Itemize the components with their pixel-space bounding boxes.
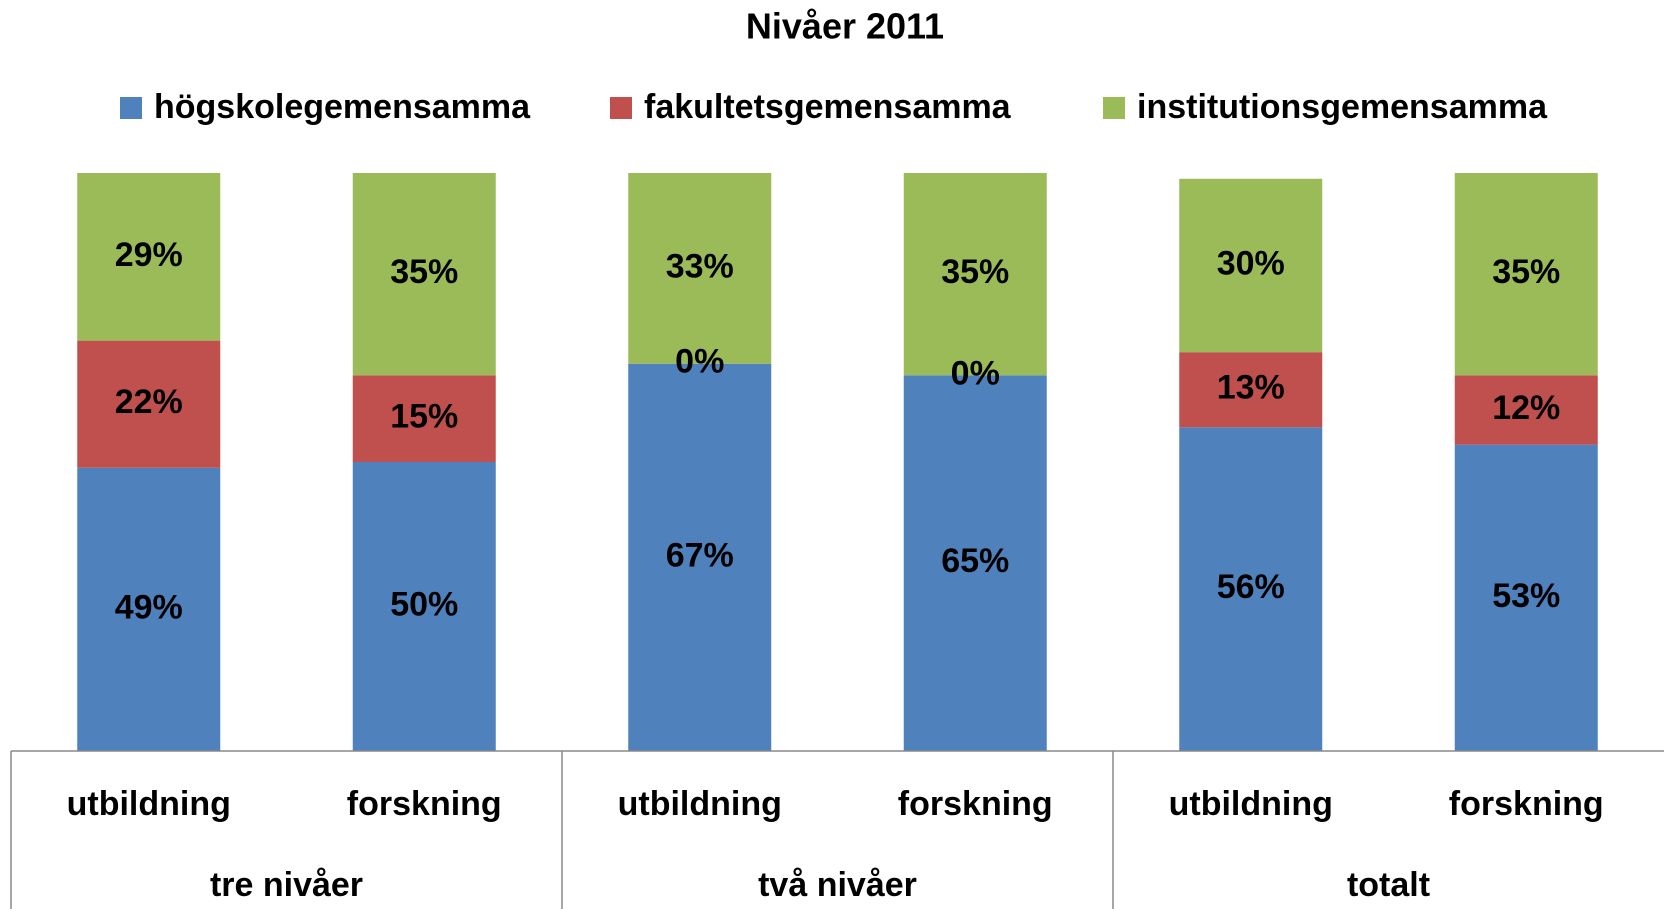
- data-label: 22%: [115, 383, 183, 421]
- data-label: 0%: [951, 354, 1000, 392]
- x-tick-label: utbildning: [1169, 785, 1333, 823]
- bar-segment: [77, 173, 221, 341]
- data-label: 35%: [941, 253, 1009, 291]
- bar-segment: [903, 173, 1047, 376]
- bar-segment: [903, 375, 1047, 751]
- bar-segment: [1454, 375, 1598, 445]
- bar-segment: [77, 467, 221, 751]
- bar-segment: [1454, 444, 1598, 751]
- bar-segment: [77, 340, 221, 468]
- data-label: 30%: [1217, 244, 1285, 282]
- data-label: 35%: [1492, 253, 1560, 291]
- data-label: 53%: [1492, 577, 1560, 615]
- data-label: 0%: [675, 343, 724, 381]
- x-tick-label: utbildning: [67, 785, 231, 823]
- bar-segment: [1179, 427, 1323, 751]
- bar-segment: [352, 173, 496, 376]
- bar-segment: [352, 462, 496, 751]
- group-label: totalt: [1347, 866, 1430, 904]
- legend-label: institutionsgemensamma: [1137, 88, 1548, 126]
- data-label: 65%: [941, 542, 1009, 580]
- data-label: 12%: [1492, 389, 1560, 427]
- x-tick-label: forskning: [1449, 785, 1604, 823]
- bar-segment: [1454, 173, 1598, 376]
- legend-label: högskolegemensamma: [154, 88, 531, 126]
- group-label: två nivåer: [758, 866, 917, 904]
- data-label: 15%: [390, 398, 458, 436]
- chart-title: Nivåer 2011: [746, 6, 944, 47]
- data-label: 29%: [115, 236, 183, 274]
- bar-segment: [1179, 352, 1323, 428]
- bar-segment: [628, 173, 772, 364]
- bar-segment: [352, 375, 496, 462]
- x-tick-label: forskning: [347, 785, 502, 823]
- data-label: 13%: [1217, 369, 1285, 407]
- legend-swatch: [1103, 97, 1125, 119]
- legend-label: fakultetsgemensamma: [644, 88, 1012, 126]
- data-label: 50%: [390, 585, 458, 623]
- bar-segment: [1179, 178, 1323, 353]
- data-label: 67%: [666, 536, 734, 574]
- x-tick-label: utbildning: [618, 785, 782, 823]
- bar-segment: [628, 363, 772, 751]
- data-label: 35%: [390, 253, 458, 291]
- legend-swatch: [120, 97, 142, 119]
- data-label: 33%: [666, 247, 734, 285]
- legend-swatch: [610, 97, 632, 119]
- data-label: 56%: [1217, 568, 1285, 606]
- data-label: 49%: [115, 588, 183, 626]
- x-tick-label: forskning: [898, 785, 1053, 823]
- group-label: tre nivåer: [210, 866, 363, 904]
